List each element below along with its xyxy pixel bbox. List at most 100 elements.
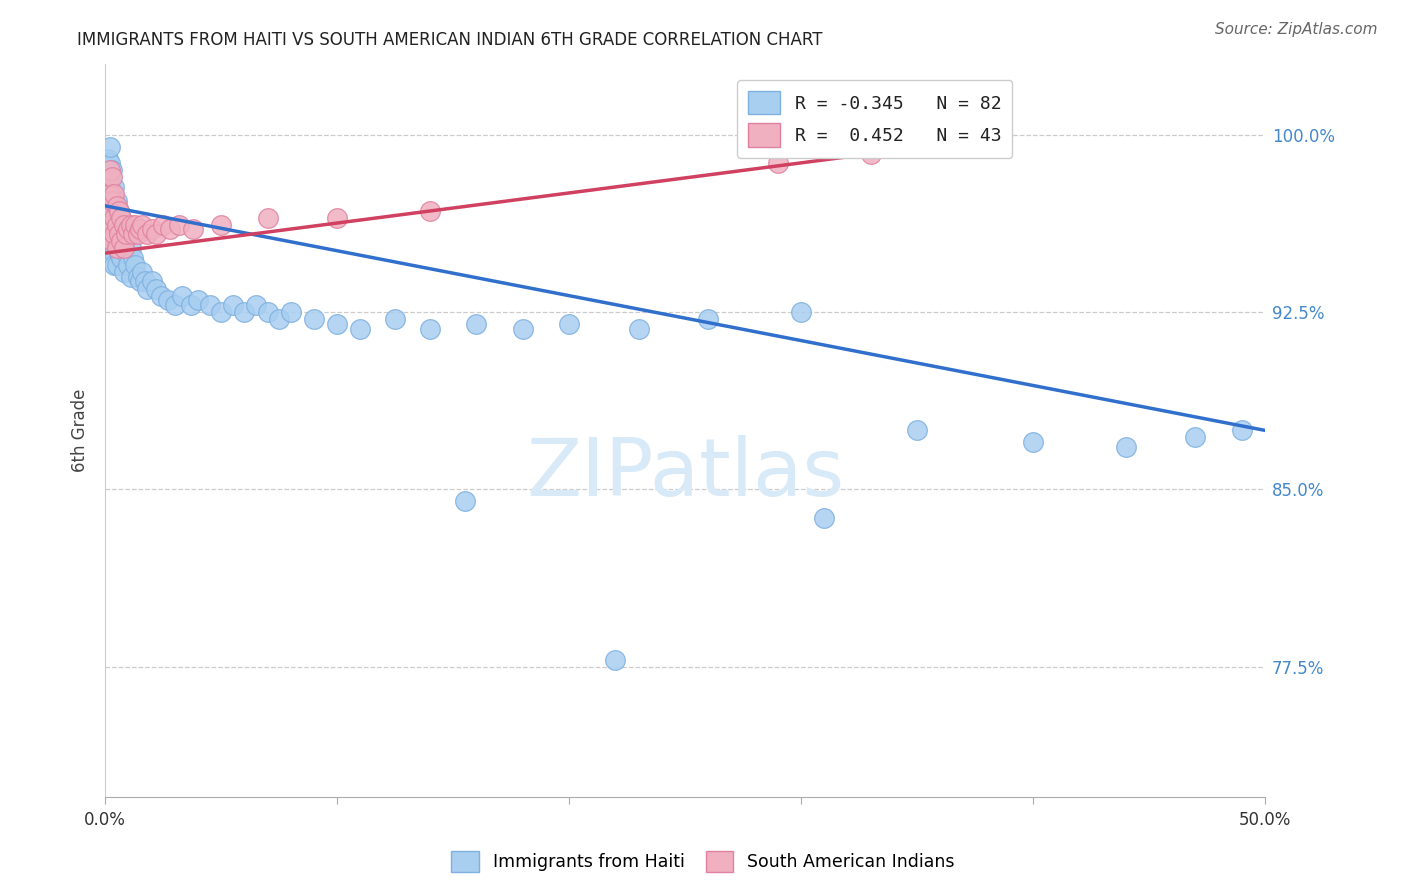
Point — [131, 218, 153, 232]
Point — [859, 146, 882, 161]
Point — [813, 510, 835, 524]
Point — [209, 218, 232, 232]
Point — [141, 222, 163, 236]
Point — [141, 275, 163, 289]
Point — [269, 312, 291, 326]
Point — [98, 218, 121, 232]
Point — [103, 199, 125, 213]
Point — [145, 227, 167, 242]
Point — [98, 180, 121, 194]
Point — [149, 288, 172, 302]
Point — [96, 187, 118, 202]
Point — [120, 241, 142, 255]
Point — [105, 227, 128, 242]
Point — [96, 163, 118, 178]
Point — [112, 218, 135, 232]
Point — [98, 140, 121, 154]
Text: 0.0%: 0.0% — [84, 811, 127, 829]
Point — [198, 298, 221, 312]
Point — [1184, 430, 1206, 444]
Point — [101, 163, 124, 178]
Point — [108, 203, 131, 218]
Point — [103, 246, 125, 260]
Point — [101, 203, 124, 218]
Point — [349, 322, 371, 336]
Point — [419, 322, 441, 336]
Point — [124, 258, 146, 272]
Point — [122, 251, 145, 265]
Point — [766, 156, 789, 170]
Point — [454, 494, 477, 508]
Point — [127, 227, 149, 242]
Point — [112, 241, 135, 255]
Point — [183, 222, 205, 236]
Point — [101, 235, 124, 249]
Point — [129, 222, 152, 236]
Point — [697, 312, 720, 326]
Legend: Immigrants from Haiti, South American Indians: Immigrants from Haiti, South American In… — [444, 844, 962, 879]
Point — [103, 258, 125, 272]
Text: Source: ZipAtlas.com: Source: ZipAtlas.com — [1215, 22, 1378, 37]
Point — [156, 293, 179, 308]
Point — [101, 222, 124, 236]
Point — [170, 288, 193, 302]
Point — [136, 282, 159, 296]
Point — [169, 218, 191, 232]
Point — [96, 203, 118, 218]
Point — [256, 211, 278, 225]
Point — [163, 298, 186, 312]
Point — [110, 211, 132, 225]
Point — [419, 203, 441, 218]
Point — [245, 298, 267, 312]
Point — [103, 227, 125, 242]
Point — [152, 218, 174, 232]
Point — [120, 269, 142, 284]
Point — [108, 227, 131, 242]
Point — [1230, 423, 1253, 437]
Point — [115, 227, 138, 242]
Point — [108, 246, 131, 260]
Point — [112, 241, 135, 255]
Point — [117, 222, 139, 236]
Point — [101, 170, 124, 185]
Point — [117, 227, 139, 242]
Point — [159, 222, 181, 236]
Point — [1115, 440, 1137, 454]
Point — [605, 652, 627, 666]
Point — [256, 305, 278, 319]
Point — [105, 194, 128, 208]
Point — [101, 218, 124, 232]
Point — [280, 305, 302, 319]
Point — [98, 194, 121, 208]
Legend: R = -0.345   N = 82, R =  0.452   N = 43: R = -0.345 N = 82, R = 0.452 N = 43 — [737, 80, 1012, 158]
Point — [384, 312, 406, 326]
Point — [187, 293, 209, 308]
Point — [127, 269, 149, 284]
Point — [145, 282, 167, 296]
Point — [112, 265, 135, 279]
Text: IMMIGRANTS FROM HAITI VS SOUTH AMERICAN INDIAN 6TH GRADE CORRELATION CHART: IMMIGRANTS FROM HAITI VS SOUTH AMERICAN … — [77, 31, 823, 49]
Point — [105, 241, 128, 255]
Point — [120, 218, 142, 232]
Point — [103, 215, 125, 229]
Point — [115, 246, 138, 260]
Point — [558, 317, 581, 331]
Point — [134, 275, 156, 289]
Text: 50.0%: 50.0% — [1239, 811, 1291, 829]
Point — [112, 218, 135, 232]
Point — [136, 227, 159, 242]
Point — [131, 265, 153, 279]
Point — [98, 156, 121, 170]
Point — [108, 203, 131, 218]
Point — [512, 322, 534, 336]
Point — [326, 211, 349, 225]
Point — [101, 241, 124, 255]
Point — [103, 227, 125, 242]
Point — [105, 218, 128, 232]
Point — [110, 235, 132, 249]
Point — [108, 227, 131, 242]
Point — [105, 241, 128, 255]
Point — [96, 175, 118, 189]
Y-axis label: 6th Grade: 6th Grade — [72, 389, 89, 472]
Point — [1022, 435, 1045, 450]
